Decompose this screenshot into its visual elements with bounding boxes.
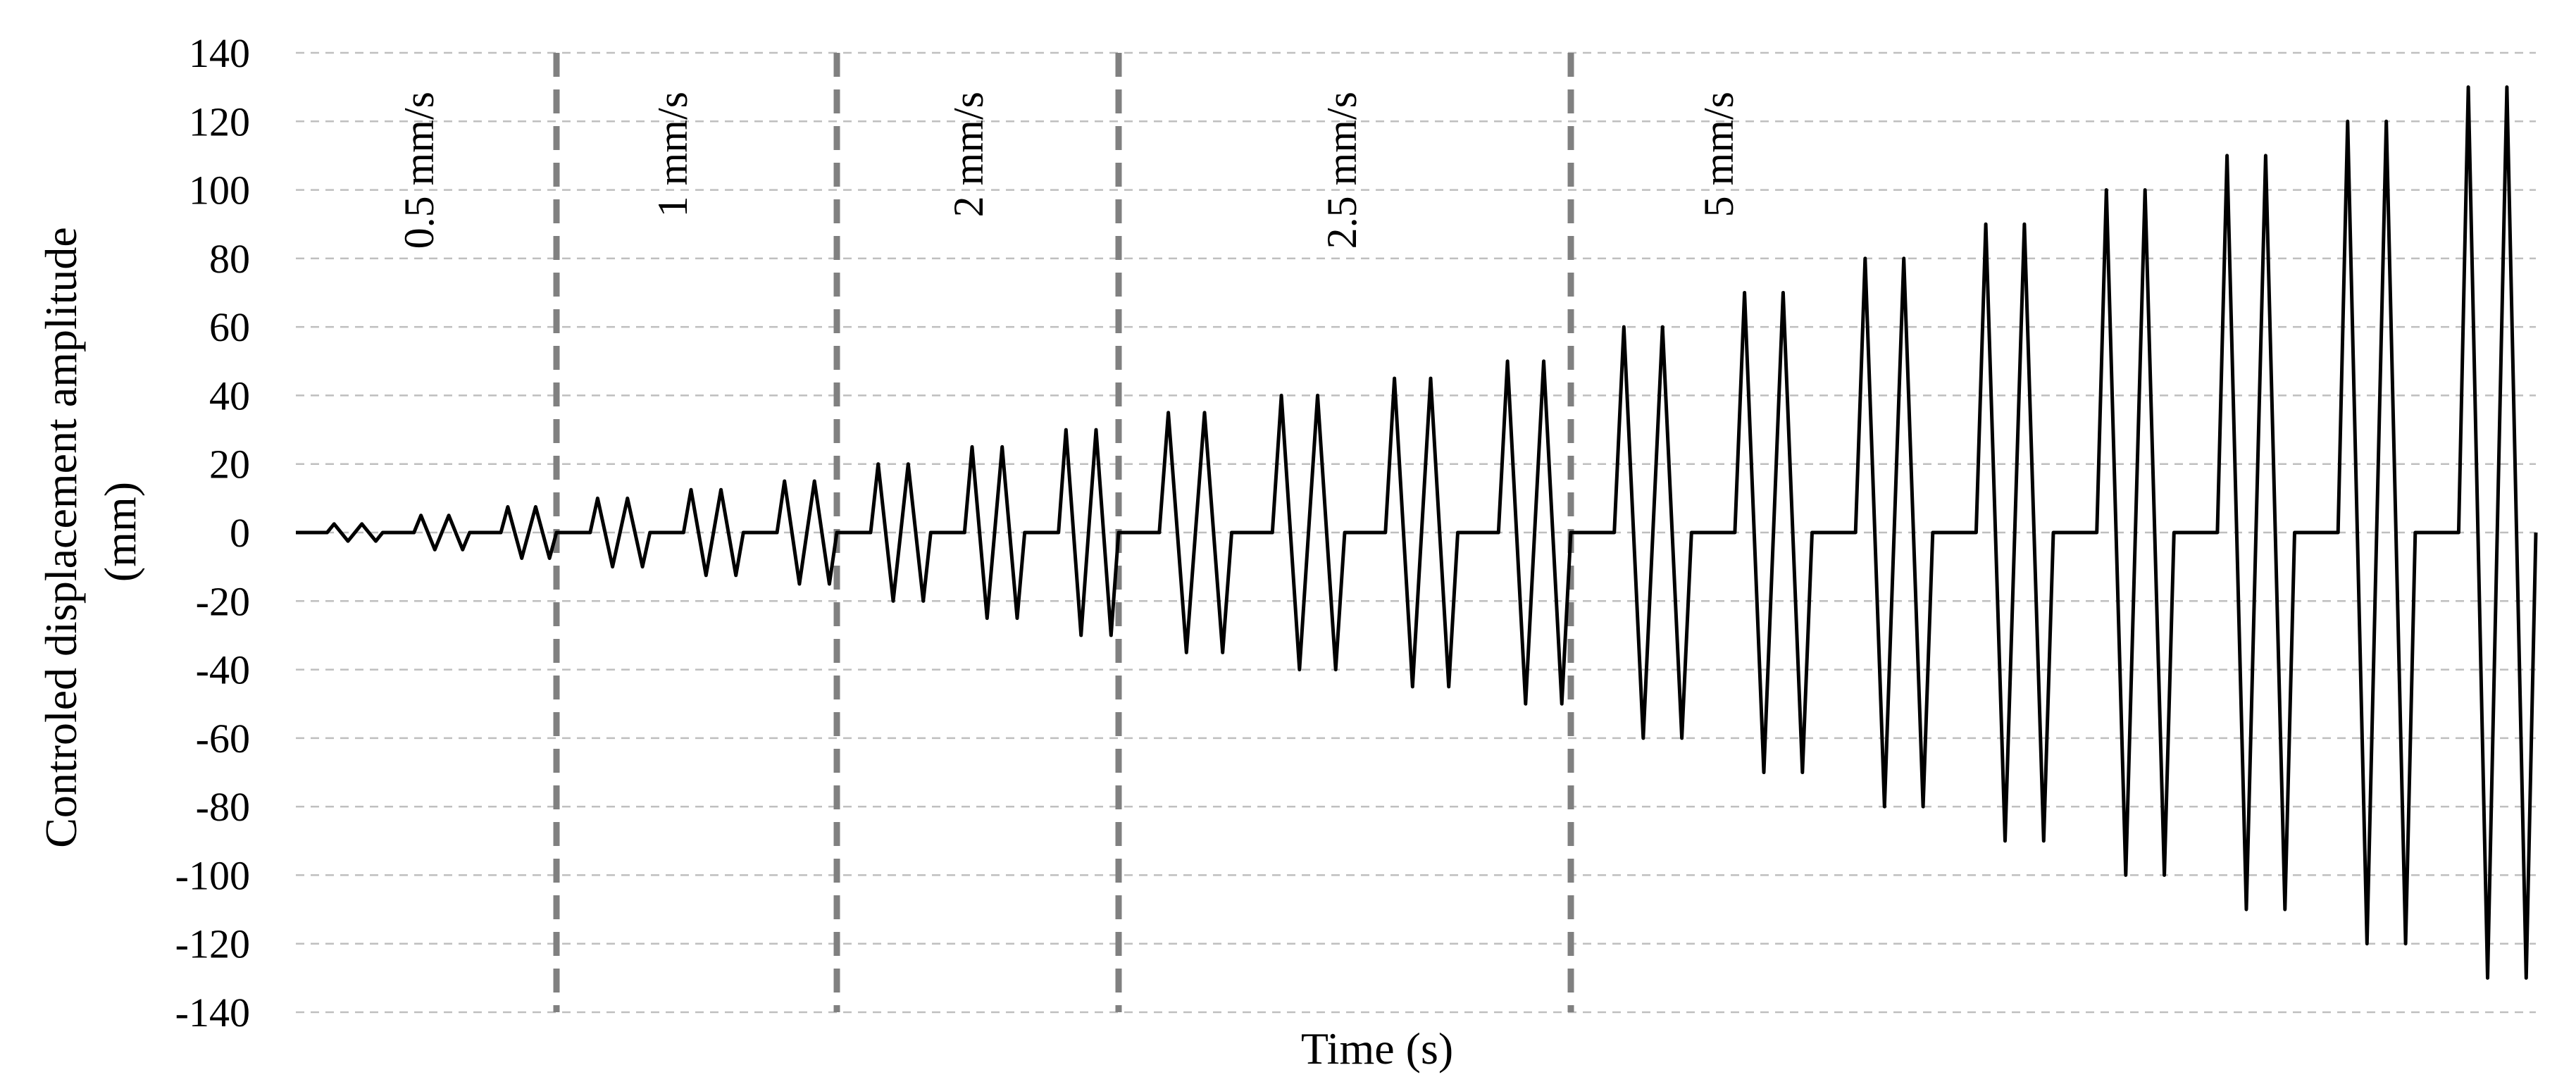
- phase-dividers: [553, 53, 1574, 1012]
- phase-labels: 0.5 mm/s 1 mm/s 2 mm/s 2.5 mm/s 5 mm/s: [396, 92, 1742, 249]
- y-tick-label: -80: [196, 784, 250, 830]
- y-tick-label: -40: [196, 647, 250, 693]
- y-tick-label: 80: [209, 236, 250, 282]
- phase-label: 5 mm/s: [1695, 92, 1742, 217]
- grid-lines: [296, 51, 2536, 1014]
- y-tick-label: -120: [175, 921, 250, 967]
- y-tick-label: 60: [209, 304, 250, 350]
- y-tick-label: 0: [230, 510, 250, 556]
- y-tick-label: 20: [209, 442, 250, 487]
- y-axis-title: Controled displacement amplitude (mm): [36, 216, 145, 848]
- y-tick-label: 140: [189, 30, 250, 76]
- y-tick-label: -140: [175, 990, 250, 1035]
- displacement-series-line: [296, 85, 2538, 980]
- y-tick-label: -60: [196, 716, 250, 761]
- y-axis-title-line-2: (mm): [95, 482, 145, 582]
- y-axis-title-line-1: Controled displacement amplitude: [36, 227, 86, 848]
- y-tick-label: 40: [209, 373, 250, 418]
- phase-label: 2.5 mm/s: [1319, 92, 1365, 249]
- y-tick-label: -20: [196, 578, 250, 624]
- phase-label: 0.5 mm/s: [396, 92, 442, 249]
- x-axis-title: Time (s): [1301, 1023, 1453, 1074]
- phase-label: 1 mm/s: [649, 92, 696, 217]
- y-tick-labels: 140 120 100 80 60 40 20 0 -20 -40 -60 -80 -100 -120 -1…: [175, 30, 250, 1035]
- y-tick-label: -100: [175, 852, 250, 898]
- y-tick-label: 100: [189, 168, 250, 213]
- y-tick-label: 120: [189, 99, 250, 144]
- phase-label: 2 mm/s: [945, 92, 992, 217]
- series-layer: [296, 85, 2538, 980]
